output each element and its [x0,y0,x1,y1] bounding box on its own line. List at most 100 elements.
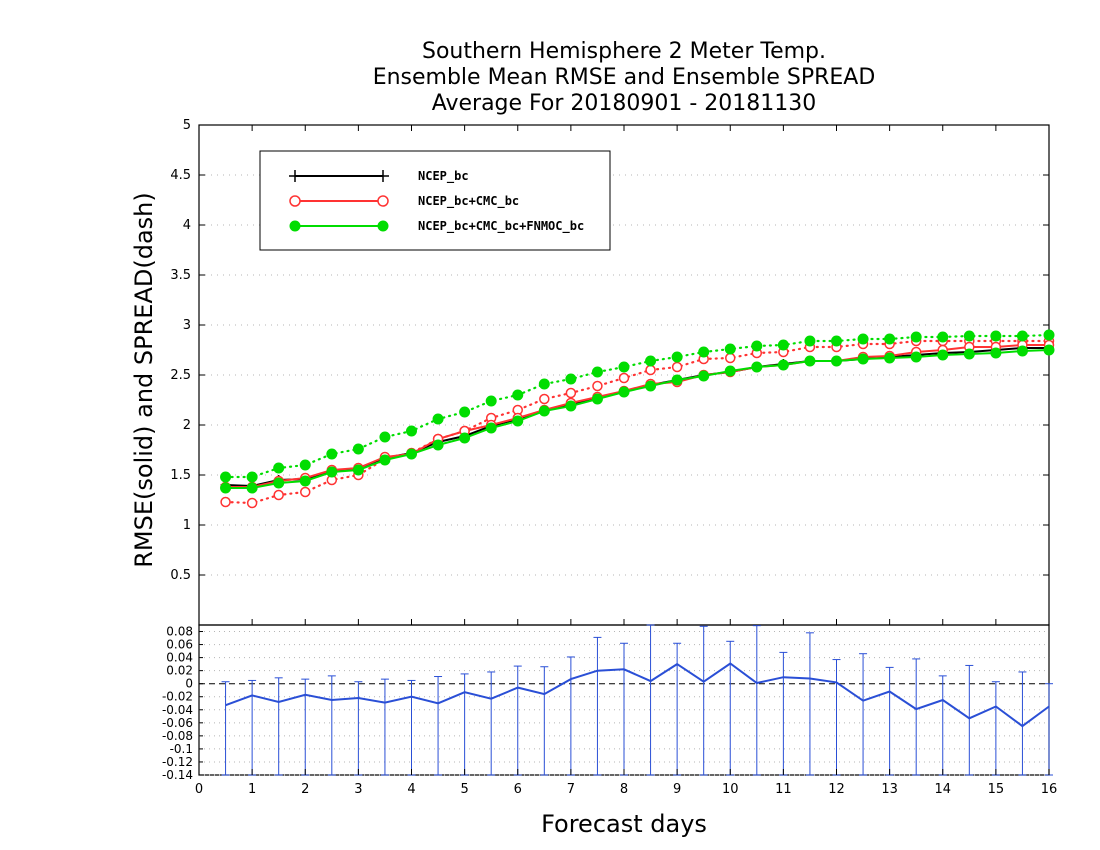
ncep-bc-cmc-bc-fnmoc-bc-rmse-point [273,477,285,489]
x-axis-title: Forecast days [541,810,707,838]
ncep-bc-cmc-bc-fnmoc-bc-rmse-point [618,386,630,398]
ncep-bc-cmc-bc-fnmoc-bc-rmse-point [591,393,603,405]
x-tick-label: 13 [881,782,898,797]
ncep-bc-cmc-bc-fnmoc-bc-spread-point [538,378,550,390]
x-tick-label: 0 [195,782,203,797]
ncep-bc-cmc-bc-fnmoc-bc-spread-point [485,395,497,407]
ncep-bc-cmc-bc-fnmoc-bc-spread-point [1016,330,1028,342]
x-tick-label: 16 [1041,782,1058,797]
ncep-bc-cmc-bc-fnmoc-bc-spread-point [379,431,391,443]
ncep-bc-cmc-bc-fnmoc-bc-rmse-point [910,351,922,363]
ncep-bc-cmc-bc-fnmoc-bc-spread-point [831,335,842,347]
title-line-2: Ensemble Mean RMSE and Ensemble SPREAD [373,65,876,90]
ncep-bc-cmc-bc-fnmoc-bc-spread-point [459,406,471,418]
main-y-tick-label: 3 [183,318,191,333]
x-tick-label: 8 [620,782,628,797]
ncep-bc-cmc-bc-fnmoc-bc-spread-point [246,471,258,483]
ncep-bc-cmc-bc-fnmoc-bc-spread-point [512,389,524,401]
x-tick-label: 9 [673,782,681,797]
ncep-bc-cmc-bc-fnmoc-bc-spread-point [857,333,869,345]
legend-label-ncep-cmc: NCEP_bc+CMC_bc [418,194,519,209]
ncep-bc-cmc-bc-fnmoc-bc-rmse-point [220,482,232,494]
ncep-bc-cmc-bc-fnmoc-bc-spread-point [804,335,816,347]
ncep-bc-cmc-bc-fnmoc-bc-spread-point [618,361,630,373]
ncep-bc-cmc-bc-fnmoc-bc-rmse-point [246,482,258,494]
legend-marker-ncep-cmc-left [289,195,301,207]
difference-y-tick-label: -0.1 [170,742,193,756]
x-tick-label: 10 [722,782,739,797]
difference-y-tick-label: 0 [185,677,193,691]
ncep-bc-cmc-bc-fnmoc-bc-spread-point [671,351,683,363]
ncep-bc-cmc-bc-fnmoc-bc-spread-point [990,330,1002,342]
ncep-bc-cmc-bc-fnmoc-bc-rmse-point [432,439,444,451]
ncep-bc-cmc-bc-fnmoc-bc-spread-point [220,471,232,483]
difference-y-tick-label: -0.12 [162,755,193,769]
x-tick-label: 6 [514,782,522,797]
ncep-bc-cmc-bc-fnmoc-bc-spread-point [326,448,338,460]
ncep-bc-cmc-bc-fnmoc-bc-rmse-point [406,448,417,460]
difference-y-tick-label: 0.04 [166,651,193,665]
main-panel: 0.5 1 1.5 2 2.5 3 3.5 4 4.5 5 [170,118,1055,626]
ncep-bc-cmc-bc-fnmoc-bc-spread-point [963,330,975,342]
ncep-bc-cmc-bc-fnmoc-bc-spread-point [724,343,736,355]
ncep-bc-cmc-bc-spread-point [273,489,284,501]
x-tick-label: 1 [248,782,256,797]
ncep-bc-cmc-bc-fnmoc-bc-spread-point [910,331,922,343]
legend-marker-ncep-cmc-fnmoc-left [289,220,301,232]
ncep-bc-cmc-bc-fnmoc-bc-spread-point [884,333,896,345]
ncep-bc-cmc-bc-fnmoc-bc-rmse-point [1016,345,1028,357]
legend-marker-ncep-cmc-right [377,195,389,207]
ncep-bc-cmc-bc-fnmoc-bc-spread-point [645,355,657,367]
legend: NCEP_bc NCEP_bc+CMC_bc NCEP_bc+CMC_bc+FN… [259,150,611,251]
ncep-bc-cmc-bc-spread-point [592,380,603,392]
chart-title: Southern Hemisphere 2 Meter Temp. Ensemb… [373,39,876,116]
ncep-bc-cmc-bc-spread-point [645,364,656,376]
x-tick-label: 14 [934,782,951,797]
ncep-bc-cmc-bc-spread-point [246,497,258,509]
ncep-bc-cmc-bc-fnmoc-bc-spread-point [352,443,364,455]
ncep-bc-cmc-bc-fnmoc-bc-rmse-point [459,432,471,444]
main-y-tick-label: 5 [183,118,191,133]
ncep-bc-cmc-bc-fnmoc-bc-rmse-point [751,361,763,373]
main-y-tick-label: 4 [183,218,191,233]
ncep-bc-cmc-bc-spread-point [300,486,311,498]
ncep-bc-cmc-bc-fnmoc-bc-spread-point [591,366,603,378]
difference-line [225,662,1050,728]
difference-y-tick-label: -0.14 [162,768,193,782]
ncep-bc-cmc-bc-fnmoc-bc-spread-point [406,425,417,437]
main-y-tick-label: 4.5 [170,168,191,183]
ncep-bc-cmc-bc-fnmoc-bc-rmse-point [326,466,338,478]
x-tick-label: 15 [988,782,1005,797]
main-y-tick-label: 2.5 [170,368,191,383]
ncep-bc-cmc-bc-fnmoc-bc-spread-point [1043,329,1055,341]
ncep-bc-cmc-bc-fnmoc-bc-rmse-point [352,464,364,476]
difference-y-tick-label: 0.06 [166,638,193,652]
ncep-bc-cmc-bc-fnmoc-bc-rmse-point [831,355,842,367]
ncep-bc-cmc-bc-fnmoc-bc-spread-point [698,346,710,358]
x-tick-label: 5 [460,782,468,797]
ncep-bc-cmc-bc-fnmoc-bc-spread-point [299,459,311,471]
legend-marker-ncep-bc-left [289,170,301,182]
ncep-bc-cmc-bc-fnmoc-bc-rmse-point [565,400,577,412]
main-y-tick-label: 1.5 [170,468,191,483]
main-y-tick-label: 3.5 [170,268,191,283]
legend-marker-ncep-bc-right [377,170,389,182]
ncep-bc-cmc-bc-fnmoc-bc-rmse-point [299,475,311,487]
ncep-bc-cmc-bc-fnmoc-bc-rmse-point [538,405,550,417]
ncep-bc-cmc-bc-fnmoc-bc-rmse-point [379,454,391,466]
ncep-bc-cmc-bc-fnmoc-bc-spread-point [273,462,285,474]
difference-y-tick-label: -0.02 [162,690,193,704]
legend-marker-ncep-cmc-fnmoc-right [377,220,389,232]
x-tick-label: 4 [407,782,415,797]
ncep-bc-cmc-bc-fnmoc-bc-rmse-point [884,352,896,364]
ncep-bc-cmc-bc-spread-point [725,352,736,364]
x-tick-label: 7 [567,782,575,797]
ncep-bc-cmc-bc-fnmoc-bc-rmse-point [804,355,816,367]
ncep-bc-cmc-bc-fnmoc-bc-rmse-point [512,415,524,427]
ncep-bc-cmc-bc-fnmoc-bc-spread-point [432,413,444,425]
title-line-1: Southern Hemisphere 2 Meter Temp. [422,39,826,64]
ncep-bc-cmc-bc-spread-point [618,372,630,384]
ncep-bc-cmc-bc-fnmoc-bc-rmse-point [671,374,683,386]
